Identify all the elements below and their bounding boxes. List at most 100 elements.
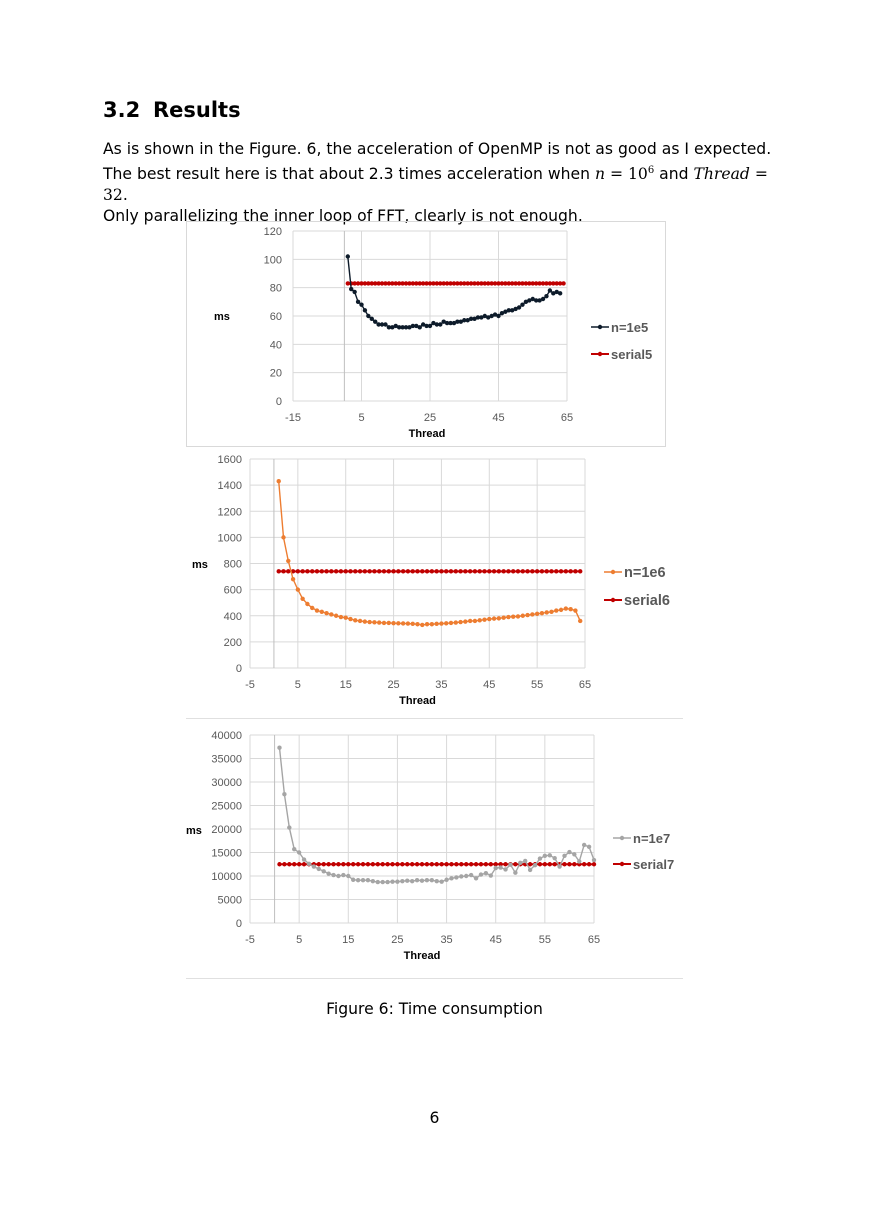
data-point-main [449,876,454,881]
data-point-main [482,617,487,622]
data-point-main [520,302,525,307]
data-point-main [581,842,587,848]
data-point-serial [429,569,435,574]
data-point-main [444,877,449,882]
data-point-main [539,610,545,616]
x-tick-label: 5 [358,412,364,424]
data-point-serial [458,281,464,286]
x-tick-label: 25 [387,679,399,691]
legend-marker-main [597,324,603,330]
data-point-serial [496,281,501,286]
data-point-main [424,323,429,329]
data-point-serial [405,862,410,867]
data-point-serial [568,569,573,574]
data-point-serial [513,862,518,867]
data-point-main [515,614,521,619]
data-point-main [486,315,491,320]
data-point-serial [424,862,430,867]
data-point-serial [539,569,545,574]
data-point-serial [573,569,578,574]
data-point-serial [314,569,320,574]
data-point-serial [407,281,412,286]
data-point-serial [478,862,484,867]
data-point-main [367,619,372,625]
data-point-main [375,879,380,885]
x-tick-label: 65 [561,412,573,424]
data-point-main [523,299,529,305]
math-eq2: = 32. [103,165,768,205]
data-point-serial [355,281,361,286]
data-point-serial [403,281,409,286]
y-tick-label: 100 [264,254,282,266]
data-point-serial [454,862,459,867]
math-n: n [594,165,606,184]
y-tick-label: 60 [270,311,282,323]
data-point-main [498,865,503,870]
data-point-main [463,619,468,624]
y-tick-label: 1200 [218,506,242,518]
y-tick-label: 80 [270,283,282,295]
legend-label-serial: serial7 [633,857,674,872]
data-point-main [390,879,395,884]
data-point-main [326,871,331,876]
data-point-main [562,853,567,858]
data-point-main [277,745,282,750]
data-point-main [448,620,454,626]
data-point-serial [385,862,390,867]
data-point-serial [414,281,419,286]
data-point-serial [496,569,502,574]
x-tick-label: 5 [296,934,302,946]
data-point-main [351,877,356,882]
data-point-main [391,620,396,626]
data-point-main [525,612,530,618]
data-point-main [586,844,592,850]
data-point-main [331,872,336,878]
data-point-serial [558,569,564,574]
data-point-serial [527,862,533,867]
data-point-main [338,614,344,620]
data-point-main [410,323,416,329]
data-point-main [454,875,459,880]
data-point-serial [295,569,301,574]
data-point-main [314,608,320,613]
data-point-serial [396,281,402,286]
data-point-serial [562,862,567,867]
data-point-serial [581,862,587,867]
data-point-serial [400,862,405,867]
data-point-serial [492,281,498,286]
data-point-serial [400,569,406,574]
data-point-main [290,576,296,582]
data-point-serial [434,862,439,867]
data-point-main [346,873,351,879]
data-point-serial [373,281,378,286]
data-point-main [343,615,348,620]
data-point-main [462,318,467,323]
data-point-main [475,315,481,320]
data-point-serial [444,569,449,574]
paragraph-and: and [654,165,694,184]
data-point-serial [527,281,532,286]
data-point-main [567,849,572,855]
data-point-serial [370,862,376,867]
data-point-main [438,322,443,327]
data-point-serial [405,569,411,574]
data-point-main [523,858,528,864]
data-point-main [393,323,398,329]
x-tick-label: 5 [295,679,301,691]
data-point-serial [380,862,385,867]
data-point-serial [544,281,549,286]
chart-1-svg: 0 20 40 60 80 100 120 -15 5 25 45 65 Thread ms n=1e5 se… [186,221,666,447]
data-point-serial [525,569,530,574]
data-point-serial [333,569,339,574]
data-point-main [360,878,366,883]
data-point-serial [542,862,548,867]
legend-marker-serial [610,597,616,603]
x-tick-label: -5 [245,679,255,691]
legend-label-main: n=1e6 [624,565,666,581]
data-point-serial [451,281,457,286]
data-point-serial [530,569,535,574]
data-point-serial [439,862,444,867]
data-point-main [533,298,539,303]
data-point-main [458,319,464,324]
data-point-main [414,323,419,329]
